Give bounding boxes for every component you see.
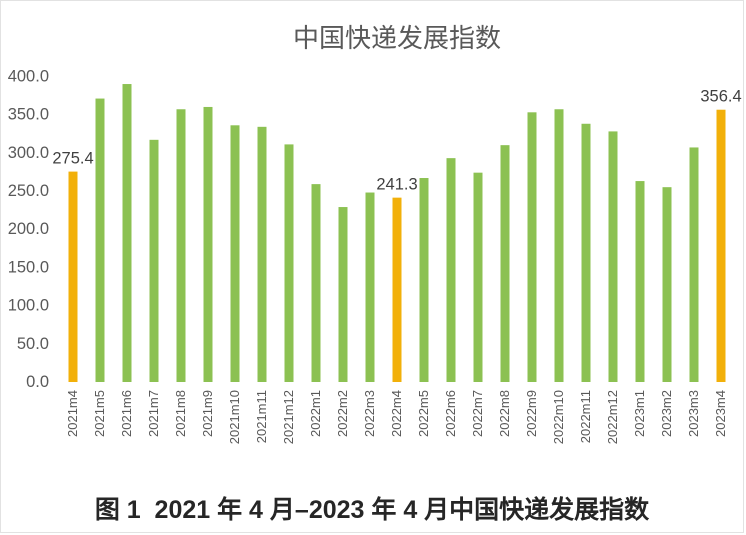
svg-text:2022m9: 2022m9 xyxy=(524,390,539,437)
svg-text:241.3: 241.3 xyxy=(376,176,417,194)
svg-text:2022m7: 2022m7 xyxy=(470,390,485,437)
svg-text:2021m6: 2021m6 xyxy=(119,390,134,437)
svg-text:2022m11: 2022m11 xyxy=(578,390,593,443)
svg-text:2021m5: 2021m5 xyxy=(92,390,107,437)
svg-text:2021m8: 2021m8 xyxy=(173,390,188,437)
svg-text:400.0: 400.0 xyxy=(8,67,49,85)
svg-text:150.0: 150.0 xyxy=(8,258,49,276)
svg-text:2022m4: 2022m4 xyxy=(389,390,404,437)
svg-text:2022m12: 2022m12 xyxy=(605,390,620,444)
svg-text:2023m2: 2023m2 xyxy=(659,390,674,437)
svg-text:2021m12: 2021m12 xyxy=(281,390,296,444)
svg-text:2021m10: 2021m10 xyxy=(227,390,242,444)
svg-text:2023m4: 2023m4 xyxy=(713,390,728,437)
svg-text:350.0: 350.0 xyxy=(8,106,49,124)
svg-text:50.0: 50.0 xyxy=(17,335,49,353)
svg-text:356.4: 356.4 xyxy=(700,88,741,106)
svg-text:2023m1: 2023m1 xyxy=(632,390,647,437)
svg-text:200.0: 200.0 xyxy=(8,220,49,238)
svg-text:300.0: 300.0 xyxy=(8,144,49,162)
svg-text:0.0: 0.0 xyxy=(26,373,49,391)
svg-text:2022m6: 2022m6 xyxy=(443,390,458,437)
svg-text:250.0: 250.0 xyxy=(8,182,49,200)
svg-text:2021m11: 2021m11 xyxy=(254,390,269,443)
svg-text:2021m9: 2021m9 xyxy=(200,390,215,437)
svg-text:2023m3: 2023m3 xyxy=(686,390,701,437)
svg-text:2022m1: 2022m1 xyxy=(308,390,323,437)
svg-text:2022m5: 2022m5 xyxy=(416,390,431,437)
svg-text:2021m7: 2021m7 xyxy=(146,390,161,437)
svg-text:2022m3: 2022m3 xyxy=(362,390,377,437)
svg-text:2022m8: 2022m8 xyxy=(497,390,512,437)
svg-text:2022m10: 2022m10 xyxy=(551,390,566,444)
svg-text:2021m4: 2021m4 xyxy=(65,390,80,437)
svg-text:2022m2: 2022m2 xyxy=(335,390,350,437)
svg-text:100.0: 100.0 xyxy=(8,297,49,315)
svg-text:275.4: 275.4 xyxy=(52,150,93,168)
